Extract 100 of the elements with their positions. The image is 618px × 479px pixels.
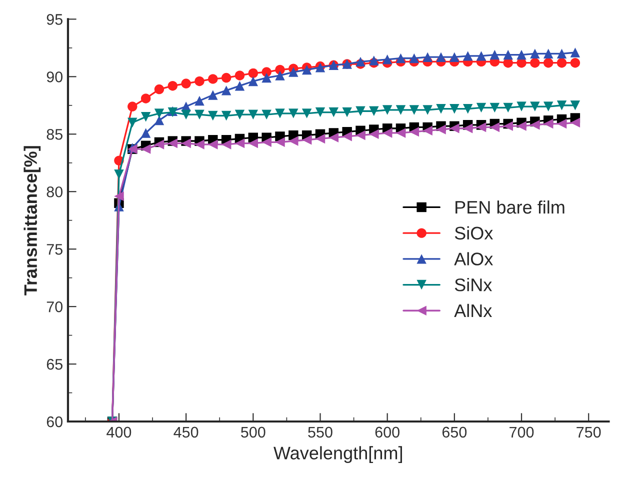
point <box>342 107 352 118</box>
point <box>315 107 326 118</box>
point <box>128 102 138 112</box>
point <box>543 58 554 68</box>
point <box>140 94 151 104</box>
x-tick-label: 600 <box>375 426 400 438</box>
point <box>208 74 218 84</box>
point <box>154 115 164 126</box>
point <box>490 122 500 132</box>
point <box>396 105 406 115</box>
point <box>221 72 232 83</box>
y-tick-label: 65 <box>46 358 62 370</box>
x-tick-label: 550 <box>308 426 332 438</box>
point <box>302 108 312 118</box>
point <box>154 140 164 150</box>
point <box>462 104 473 114</box>
point <box>450 104 460 114</box>
point <box>503 102 513 113</box>
point <box>140 128 151 138</box>
point <box>516 102 526 112</box>
point <box>288 136 298 146</box>
y-tick-label: 85 <box>46 128 62 140</box>
x-axis-title: Wavelength[nm] <box>274 446 402 464</box>
legend-label: AlNx <box>454 304 492 317</box>
point <box>328 107 339 118</box>
point <box>382 54 392 64</box>
y-tick-label: 70 <box>46 301 63 312</box>
point <box>570 118 580 128</box>
point <box>234 110 245 120</box>
point <box>140 112 151 122</box>
point <box>476 102 486 113</box>
point <box>221 110 232 121</box>
point <box>208 90 218 100</box>
y-axis-title: Transmittance[%] <box>24 146 41 296</box>
point <box>462 124 473 134</box>
legend-label: AlOx <box>454 252 493 266</box>
point <box>382 128 392 138</box>
point <box>530 58 540 68</box>
point <box>543 102 554 112</box>
point <box>114 191 124 202</box>
point <box>570 100 580 110</box>
point <box>396 53 406 64</box>
point <box>140 144 151 154</box>
point <box>530 102 540 112</box>
point <box>234 70 245 80</box>
x-tick-label: 650 <box>442 426 467 438</box>
point <box>114 169 124 180</box>
point <box>248 76 258 86</box>
point <box>543 48 554 59</box>
point <box>194 96 204 106</box>
point <box>275 137 285 148</box>
point <box>556 100 567 110</box>
point <box>181 78 191 88</box>
x-tick-label: 750 <box>576 426 601 438</box>
point <box>194 140 204 150</box>
point <box>422 105 432 115</box>
point <box>315 134 326 144</box>
point <box>396 128 406 138</box>
x-tick-label: 450 <box>174 426 198 438</box>
point <box>262 110 272 120</box>
point <box>154 108 164 118</box>
point <box>302 135 312 145</box>
point <box>128 118 138 128</box>
point <box>570 48 580 58</box>
point <box>328 132 339 142</box>
point <box>422 52 432 62</box>
point <box>194 76 204 86</box>
point <box>234 80 245 91</box>
point <box>450 124 460 134</box>
point <box>570 58 580 68</box>
point <box>436 52 446 62</box>
point <box>369 106 379 116</box>
legend-label: SiNx <box>454 278 492 292</box>
point <box>262 72 272 83</box>
point <box>248 138 258 148</box>
point <box>476 51 486 61</box>
point <box>302 64 312 75</box>
point <box>516 50 526 60</box>
legend-label: PEN bare film <box>456 200 564 214</box>
point <box>516 121 526 131</box>
point <box>369 129 379 139</box>
point <box>288 67 298 77</box>
point <box>556 48 567 59</box>
point <box>288 108 298 118</box>
point <box>369 56 379 66</box>
y-tick-label: 60 <box>46 416 63 428</box>
x-tick-label: 700 <box>510 426 534 438</box>
point <box>436 104 446 114</box>
point <box>248 110 258 120</box>
point <box>356 56 366 67</box>
y-tick-label: 75 <box>46 244 62 255</box>
y-tick-label: 80 <box>46 186 63 198</box>
point <box>234 138 245 148</box>
point <box>168 138 178 148</box>
point <box>181 110 191 120</box>
point <box>356 106 366 116</box>
point <box>490 50 500 60</box>
point <box>462 51 473 61</box>
point <box>409 126 420 137</box>
point <box>409 105 420 115</box>
